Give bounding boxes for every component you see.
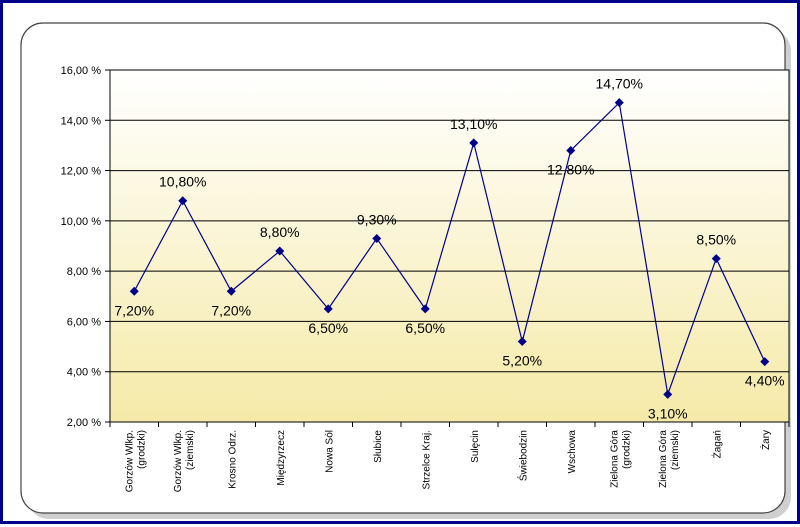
data-label: 12,80% (547, 161, 594, 177)
y-tick-label: 10,00 % (61, 216, 102, 228)
x-tick-label: Zielona Góra(ziemski) (658, 430, 681, 488)
data-label: 9,30% (357, 211, 397, 227)
y-tick-label: 6,00 % (67, 316, 101, 328)
x-tick-label: Międzyrzecz (276, 430, 287, 486)
data-label: 10,80% (159, 174, 206, 190)
x-tick-label: Słubice (373, 430, 384, 463)
x-tick-label: Świebodzin (516, 430, 529, 481)
data-point (226, 286, 236, 296)
data-point (129, 286, 139, 296)
data-label: 8,80% (260, 224, 300, 240)
series-line (133, 101, 766, 397)
data-point (663, 389, 673, 399)
data-label: 7,20% (211, 302, 251, 318)
plot-area (109, 69, 790, 423)
x-tick-label: Strzelce Kraj. (421, 430, 432, 489)
data-label: 4,40% (745, 373, 785, 389)
data-point (178, 196, 188, 206)
data-label: 8,50% (696, 232, 736, 248)
chart-canvas: 2,00 % 4,00 % 6,00 % 8,00 % 10,00 % 12,00 % 14… (20, 22, 791, 519)
data-point (469, 138, 479, 148)
y-tick-label: 2,00 % (67, 417, 101, 429)
x-tick-label: Gorzów Wlkp.(ziemski) (173, 430, 196, 492)
data-point (372, 233, 382, 243)
data-point (711, 254, 721, 264)
data-point (420, 304, 430, 314)
data-label: 6,50% (308, 320, 348, 336)
y-tick-label: 4,00 % (67, 367, 101, 379)
x-tick-label: Żagań (710, 430, 723, 458)
label-layer: 7,20% 10,80% 7,20% 8,80% 6,50% 9,30% 6,50% 13,1… (114, 76, 784, 422)
data-label: 5,20% (502, 353, 542, 369)
y-tick-label: 14,00 % (61, 115, 102, 127)
y-tick-label: 16,00 % (61, 65, 102, 77)
data-label: 13,10% (450, 116, 497, 132)
y-tick-label: 12,00 % (61, 166, 102, 178)
data-label: 6,50% (405, 320, 445, 336)
data-point (566, 145, 576, 155)
data-point (275, 246, 285, 256)
y-tick-label: 8,00 % (67, 266, 101, 278)
x-tick-label: Wschowa (567, 430, 578, 474)
x-tick-label: Krosno Odrz. (227, 430, 238, 489)
data-label: 7,20% (114, 302, 154, 318)
axis-layer: 2,00 % 4,00 % 6,00 % 8,00 % 10,00 % 12,00 % 14… (61, 65, 790, 492)
x-tick-label: Nowa Sól (324, 430, 335, 473)
data-point (517, 337, 527, 347)
x-tick-label: Żary (759, 430, 772, 450)
data-point (760, 357, 770, 367)
data-label: 14,70% (596, 76, 643, 92)
x-tick-label: Zielona Góra(grodzki) (609, 430, 632, 488)
series-layer (129, 98, 770, 399)
data-point (323, 304, 333, 314)
x-tick-label: Gorzów Wlkp.(grodzki) (124, 430, 147, 492)
data-label: 3,10% (648, 405, 688, 421)
data-point (614, 98, 624, 108)
x-tick-label: Sulęcin (470, 430, 481, 463)
